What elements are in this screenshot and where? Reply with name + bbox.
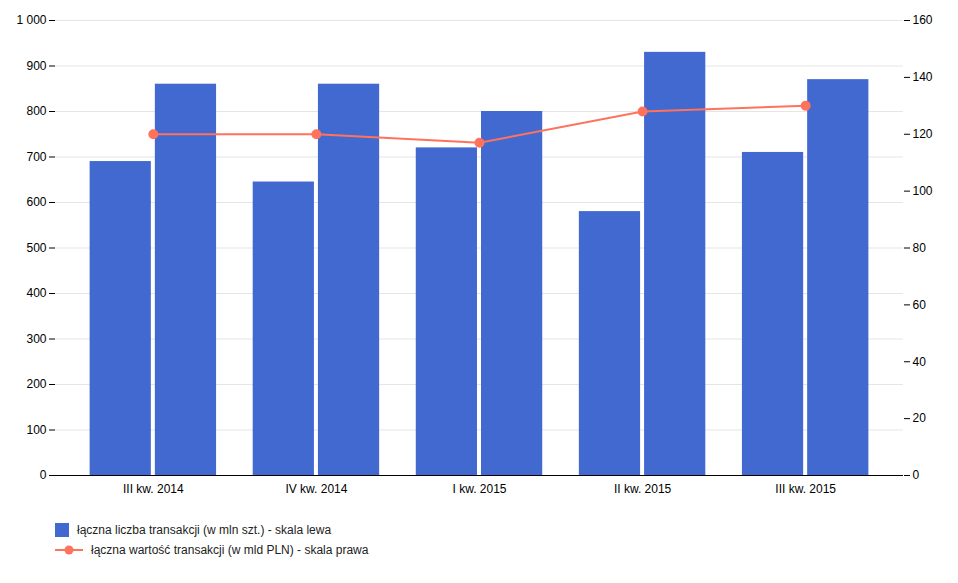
svg-text:80: 80 — [913, 241, 927, 255]
svg-text:I kw. 2015: I kw. 2015 — [452, 482, 506, 496]
svg-text:0: 0 — [40, 468, 47, 482]
svg-text:100: 100 — [913, 184, 933, 198]
svg-text:900: 900 — [26, 59, 46, 73]
svg-text:1 000: 1 000 — [16, 13, 46, 27]
svg-text:20: 20 — [913, 411, 927, 425]
svg-text:300: 300 — [26, 332, 46, 346]
svg-text:600: 600 — [26, 195, 46, 209]
svg-text:500: 500 — [26, 241, 46, 255]
svg-text:0: 0 — [913, 468, 920, 482]
svg-text:60: 60 — [913, 298, 927, 312]
svg-text:800: 800 — [26, 104, 46, 118]
svg-text:120: 120 — [913, 127, 933, 141]
svg-text:200: 200 — [26, 377, 46, 391]
svg-text:III kw. 2014: III kw. 2014 — [123, 482, 184, 496]
svg-text:400: 400 — [26, 286, 46, 300]
svg-text:700: 700 — [26, 150, 46, 164]
svg-text:160: 160 — [913, 13, 933, 27]
svg-text:140: 140 — [913, 70, 933, 84]
svg-text:100: 100 — [26, 423, 46, 437]
html-text:łączna wartość transakcji (w m: łączna wartość transakcji (w mld PLN) - … — [91, 543, 369, 557]
svg-text:IV kw. 2014: IV kw. 2014 — [285, 482, 347, 496]
html-text:łączna liczba transakcji (w ml: łączna liczba transakcji (w mln szt.) - … — [77, 523, 332, 537]
svg-text:III kw. 2015: III kw. 2015 — [775, 482, 836, 496]
svg-text:40: 40 — [913, 355, 927, 369]
svg-text:II kw. 2015: II kw. 2015 — [614, 482, 672, 496]
